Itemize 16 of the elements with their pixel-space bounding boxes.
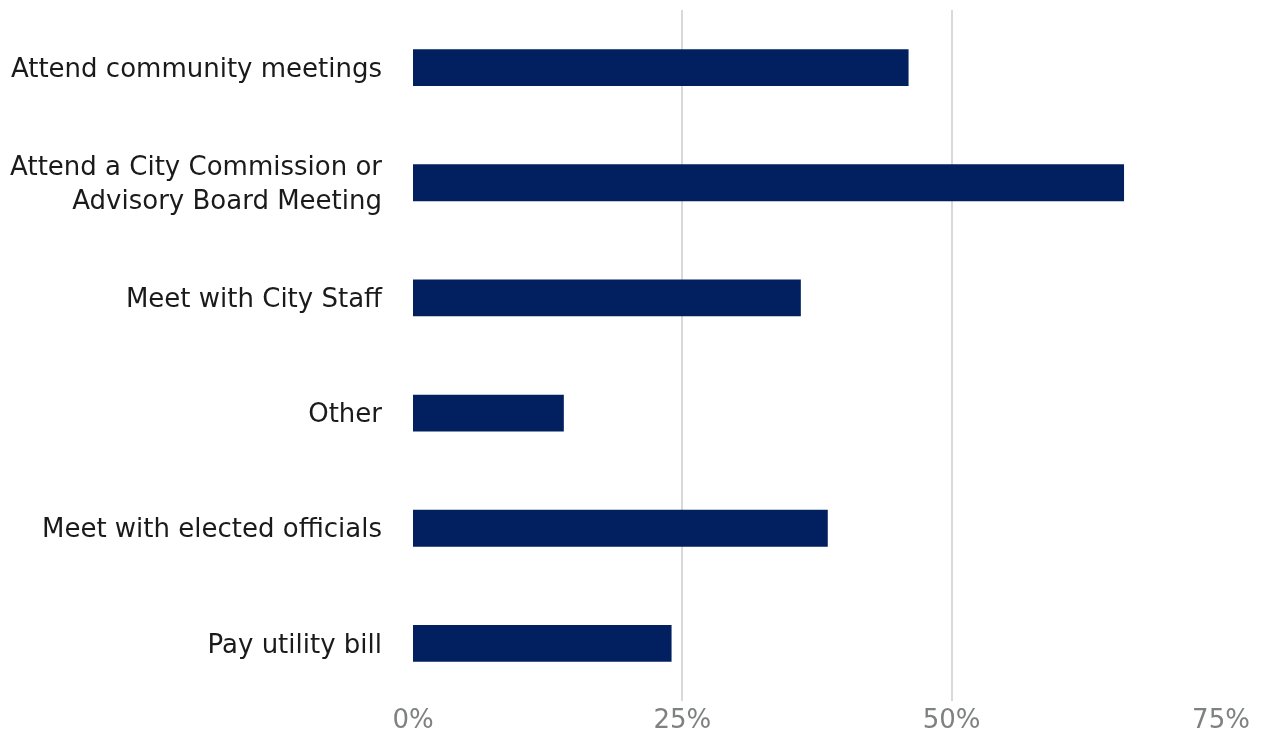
y-tick-label: Other <box>308 398 383 429</box>
y-tick-label: Attend community meetings <box>10 52 382 83</box>
bar <box>413 624 672 662</box>
y-tick-label: Meet with City Staff <box>125 283 384 314</box>
y-tick-label: Meet with elected officials <box>41 513 382 544</box>
x-tick-label: 50% <box>922 704 981 734</box>
y-tick-label: Attend a City Commission or Advisory Board Meeting <box>10 150 383 215</box>
x-tick-label: 0% <box>392 704 434 734</box>
bar <box>413 49 909 87</box>
bar <box>413 164 1125 202</box>
x-tick-label: 25% <box>653 704 712 734</box>
x-tick-label: 75% <box>1192 704 1250 734</box>
y-tick-label: Pay utility bill <box>207 628 382 659</box>
bar <box>413 394 564 432</box>
bar <box>413 509 828 547</box>
bar <box>413 279 801 317</box>
